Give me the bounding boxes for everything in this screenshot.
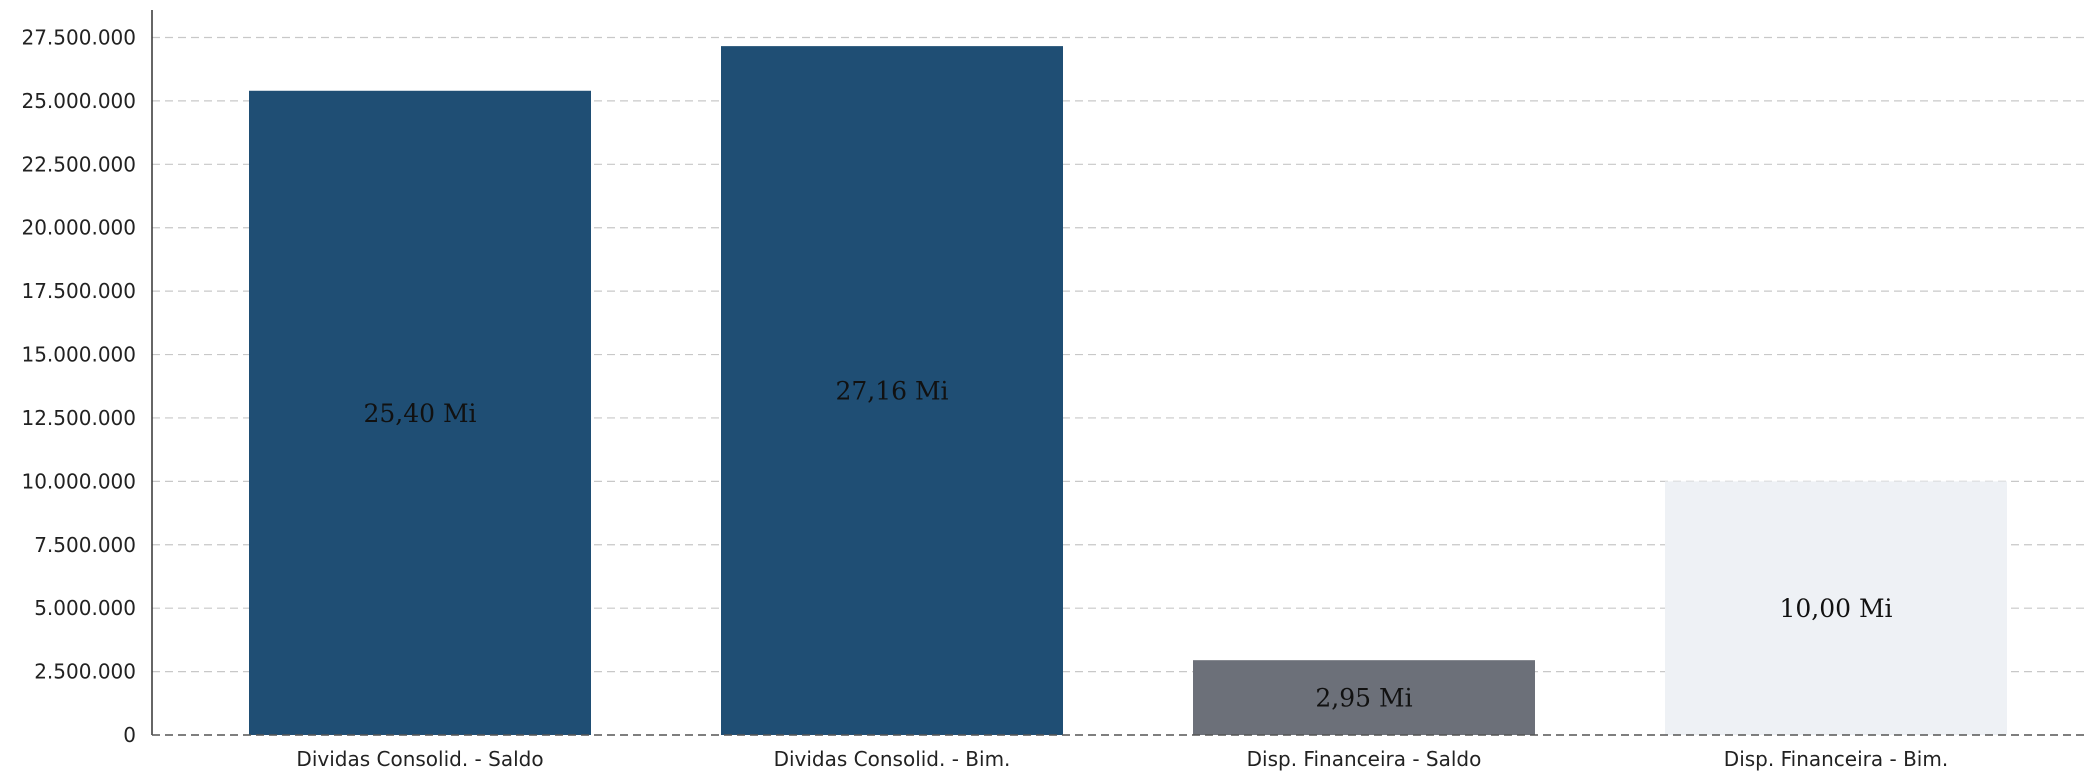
data-label: 10,00 Mi bbox=[1779, 594, 1892, 623]
y-tick-label: 20.000.000 bbox=[21, 216, 136, 240]
data-label: 2,95 Mi bbox=[1315, 684, 1412, 713]
x-axis: Dividas Consolid. - Saldo Dividas Consoli… bbox=[152, 734, 2089, 771]
y-tick-label: 7.500.000 bbox=[34, 533, 136, 557]
data-label: 27,16 Mi bbox=[835, 377, 948, 406]
x-tick-label: Disp. Financeira - Saldo bbox=[1247, 747, 1482, 771]
y-tick-label: 12.500.000 bbox=[21, 406, 136, 430]
y-tick-label: 17.500.000 bbox=[21, 279, 136, 303]
y-tick-label: 10.000.000 bbox=[21, 469, 136, 493]
y-tick-label: 22.500.000 bbox=[21, 152, 136, 176]
y-axis: 0 2.500.000 5.000.000 7.500.000 10.000.000 12… bbox=[21, 10, 153, 747]
bar bbox=[249, 90, 591, 736]
bars-layer bbox=[249, 46, 2007, 736]
x-tick-label: Dividas Consolid. - Bim. bbox=[774, 747, 1011, 771]
y-tick-label: 2.500.000 bbox=[34, 660, 136, 684]
y-tick-label: 5.000.000 bbox=[34, 596, 136, 620]
data-label: 25,40 Mi bbox=[363, 399, 476, 428]
bar bbox=[721, 46, 1063, 735]
data-labels-layer: 25,40 Mi 27,16 Mi 2,95 Mi 10,00 Mi bbox=[363, 377, 1892, 713]
x-tick-label: Disp. Financeira - Bim. bbox=[1724, 747, 1948, 771]
x-tick-label: Dividas Consolid. - Saldo bbox=[296, 747, 543, 771]
y-tick-label: 0 bbox=[123, 723, 136, 747]
bar bbox=[1193, 660, 1535, 735]
y-tick-label: 27.500.000 bbox=[21, 26, 136, 50]
y-tick-label: 15.000.000 bbox=[21, 343, 136, 367]
bar bbox=[1665, 481, 2007, 735]
y-tick-label: 25.000.000 bbox=[21, 89, 136, 113]
